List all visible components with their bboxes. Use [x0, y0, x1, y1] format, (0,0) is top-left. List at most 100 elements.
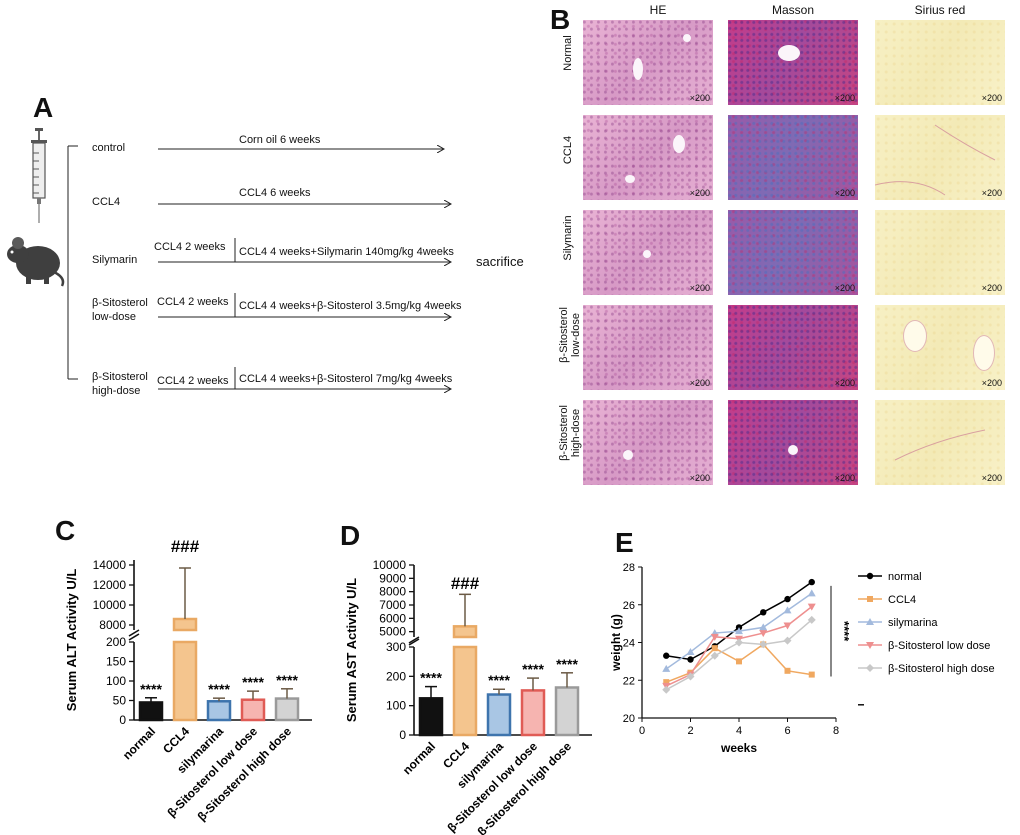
y-axis-label: weight (g) — [609, 614, 623, 672]
row-label-normal: Normal — [562, 35, 574, 71]
y-tick-label: 300 — [386, 640, 406, 654]
legend-label: normal — [888, 571, 922, 583]
panel-c-letter: C — [55, 515, 76, 546]
y-tick-label: 22 — [623, 675, 635, 687]
high-dose-phase-2: CCL4 4 weeks+β-Sitosterol 7mg/kg 4weeks — [239, 373, 453, 385]
low-dose-phase-2: CCL4 4 weeks+β-Sitosterol 3.5mg/kg 4week… — [239, 300, 462, 312]
data-point — [759, 630, 768, 638]
micrograph-masson-ccl4: ×200 — [728, 115, 858, 200]
y-tick-label: 50 — [113, 694, 127, 708]
y-tick-label: 6000 — [379, 611, 406, 625]
significance-label: **** — [556, 656, 578, 672]
bar — [418, 697, 444, 737]
x-tick-label: 0 — [639, 725, 645, 737]
axis-break-mark — [128, 629, 140, 637]
significance-label: **** — [488, 672, 510, 688]
group-silymarin-label: Silymarin — [92, 254, 138, 266]
axis-break-mark — [128, 633, 140, 641]
panel-e-letter: E — [615, 527, 634, 558]
data-point — [710, 633, 719, 641]
y-tick-label: 5000 — [379, 625, 406, 639]
significance-label: **** — [242, 674, 264, 690]
micrograph-sirius-low-dose: ×200 — [875, 305, 1005, 390]
bar — [240, 698, 266, 722]
syringe-icon — [31, 128, 47, 223]
significance-label: **** — [837, 621, 852, 642]
silymarin-phase-1: CCL4 2 weeks — [154, 241, 226, 253]
x-tick-label: 4 — [736, 725, 742, 737]
y-axis-label: Serum AST Activity U/L — [344, 578, 359, 722]
group-high-dose-label-2: high-dose — [92, 385, 141, 397]
micrograph-he-silymarin: ×200 — [583, 210, 713, 295]
row-label-ccl4: CCL4 — [562, 135, 574, 165]
data-point — [735, 638, 743, 647]
data-point — [759, 623, 768, 631]
high-dose-phase-1: CCL4 2 weeks — [157, 375, 229, 387]
y-tick-label: 0 — [119, 713, 126, 727]
data-point — [783, 622, 792, 630]
group-high-dose-label-1: β-Sitosterol — [92, 371, 148, 383]
data-point — [735, 627, 743, 635]
x-tick-label: 6 — [784, 725, 790, 737]
data-point — [687, 656, 694, 663]
significance-label: ### — [451, 574, 480, 593]
data-point — [807, 615, 816, 624]
significance-label: **** — [276, 672, 298, 688]
data-point — [760, 609, 767, 616]
y-tick-label: 14000 — [93, 558, 127, 572]
panel-d-letter: D — [340, 520, 361, 551]
y-tick-label: 0 — [399, 728, 406, 742]
micrograph-masson-high-dose: ×200 — [728, 400, 858, 485]
x-tick-label: 8 — [833, 725, 839, 737]
data-point — [686, 647, 695, 655]
data-point — [783, 606, 792, 614]
x-tick-label: 2 — [687, 725, 693, 737]
panel-b-letter: B — [550, 4, 571, 35]
y-tick-label: 9000 — [379, 571, 406, 585]
significance-label: **** — [522, 661, 544, 677]
y-tick-label: 24 — [623, 638, 635, 650]
data-point — [710, 651, 719, 660]
legend-label: β-Sitosterol high dose — [888, 663, 995, 675]
y-tick-label: 200 — [106, 635, 126, 649]
data-point — [807, 589, 816, 597]
x-tick-label: normal — [120, 724, 158, 762]
y-tick-label: 8000 — [99, 618, 126, 632]
micrograph-sirius-high-dose: ×200 — [875, 400, 1005, 485]
axis-break-mark — [408, 638, 420, 646]
micrograph-he-low-dose: ×200 — [583, 305, 713, 390]
y-tick-label: 7000 — [379, 598, 406, 612]
micrograph-he-high-dose: ×200 — [583, 400, 713, 485]
group-low-dose-label-1: β-Sitosterol — [92, 297, 148, 309]
y-tick-label: 200 — [386, 669, 406, 683]
y-tick-label: 100 — [386, 699, 406, 713]
row-label-low-dose: β-Sitosterol low-dose — [558, 307, 582, 363]
x-tick-label: CCL4 — [440, 739, 472, 771]
significance-label: ### — [171, 540, 200, 556]
y-tick-label: 10000 — [93, 598, 127, 612]
x-tick-label: CCL4 — [160, 724, 192, 756]
sacrifice-label: sacrifice — [476, 254, 524, 269]
data-point — [784, 595, 791, 603]
column-sirius-red: Sirius red — [914, 3, 966, 17]
column-he: HE — [649, 3, 667, 17]
x-tick-label: normal — [400, 739, 438, 777]
timeline-arrows — [158, 140, 460, 400]
significance-label: **** — [208, 681, 230, 697]
data-point — [662, 685, 671, 694]
data-point — [711, 645, 718, 652]
y-tick-label: 100 — [106, 674, 126, 688]
group-low-dose-label-2: low-dose — [92, 311, 137, 323]
data-point — [866, 664, 874, 672]
micrograph-masson-normal: ×200 — [728, 20, 858, 105]
data-point — [736, 658, 742, 665]
bar — [138, 701, 164, 722]
significance-label: **** — [420, 670, 442, 686]
significance-label: **** — [140, 681, 162, 697]
row-label-silymarin: Silymarin — [562, 215, 574, 261]
group-ccl4-label: CCL4 — [92, 196, 121, 208]
y-tick-label: 8000 — [379, 585, 406, 599]
bar — [520, 689, 546, 737]
